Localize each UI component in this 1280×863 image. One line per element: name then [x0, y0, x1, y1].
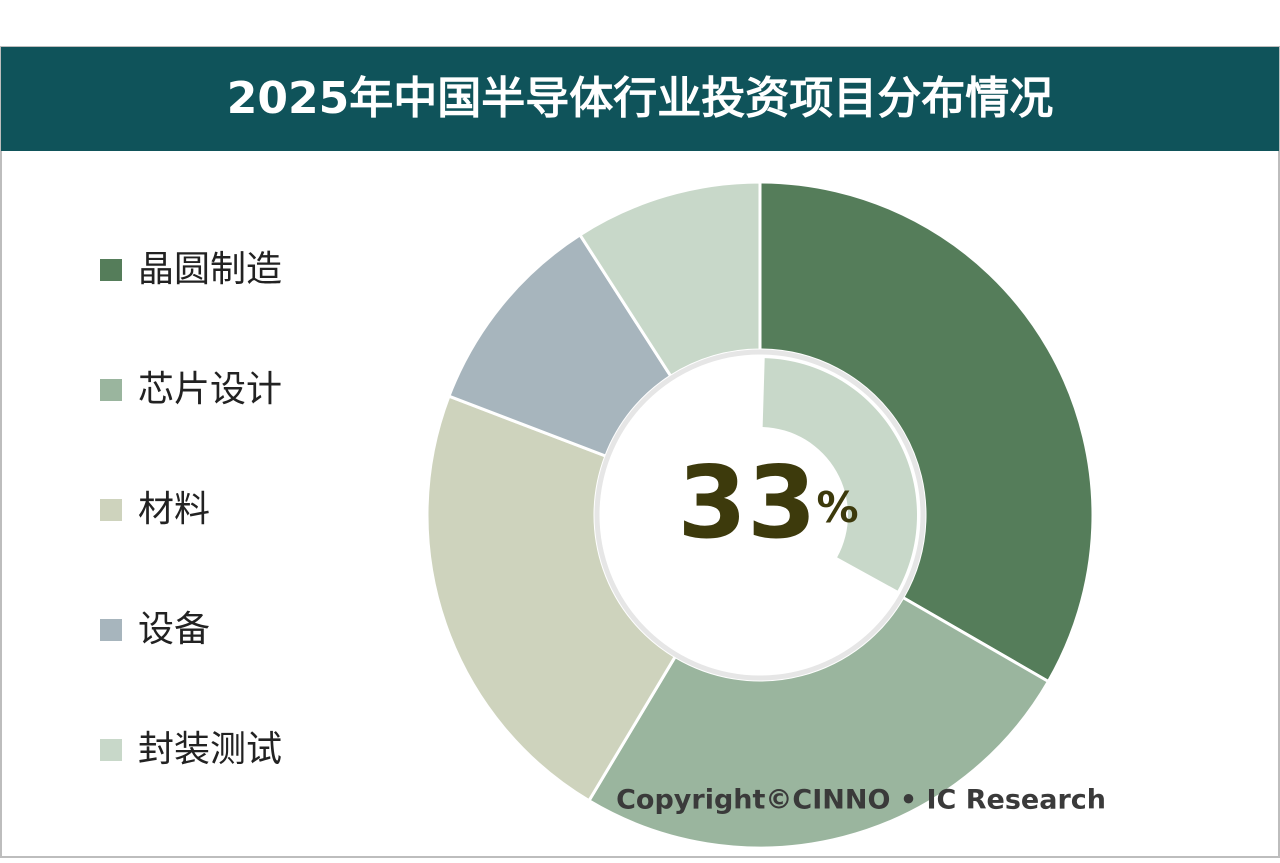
- legend-swatch: [100, 499, 122, 521]
- legend-label: 材料: [138, 489, 210, 530]
- legend-label: 芯片设计: [138, 369, 282, 410]
- legend-swatch: [100, 379, 122, 401]
- highlight-arc: [762, 358, 917, 591]
- title-bar: [1, 47, 1279, 151]
- legend-label: 封装测试: [138, 729, 282, 770]
- legend-swatch: [100, 619, 122, 641]
- chart-title: 2025年中国半导体行业投资项目分布情况: [227, 73, 1053, 124]
- legend-swatch: [100, 259, 122, 281]
- inner-ring: [594, 349, 926, 681]
- center-value: 33: [677, 444, 816, 561]
- legend-swatch: [100, 739, 122, 761]
- center-label: 33%: [677, 444, 858, 561]
- source: Copyright©CINNO • IC Research: [616, 785, 1106, 816]
- legend-label: 晶圆制造: [138, 249, 282, 290]
- center-unit: %: [817, 483, 859, 532]
- legend-label: 设备: [138, 609, 210, 650]
